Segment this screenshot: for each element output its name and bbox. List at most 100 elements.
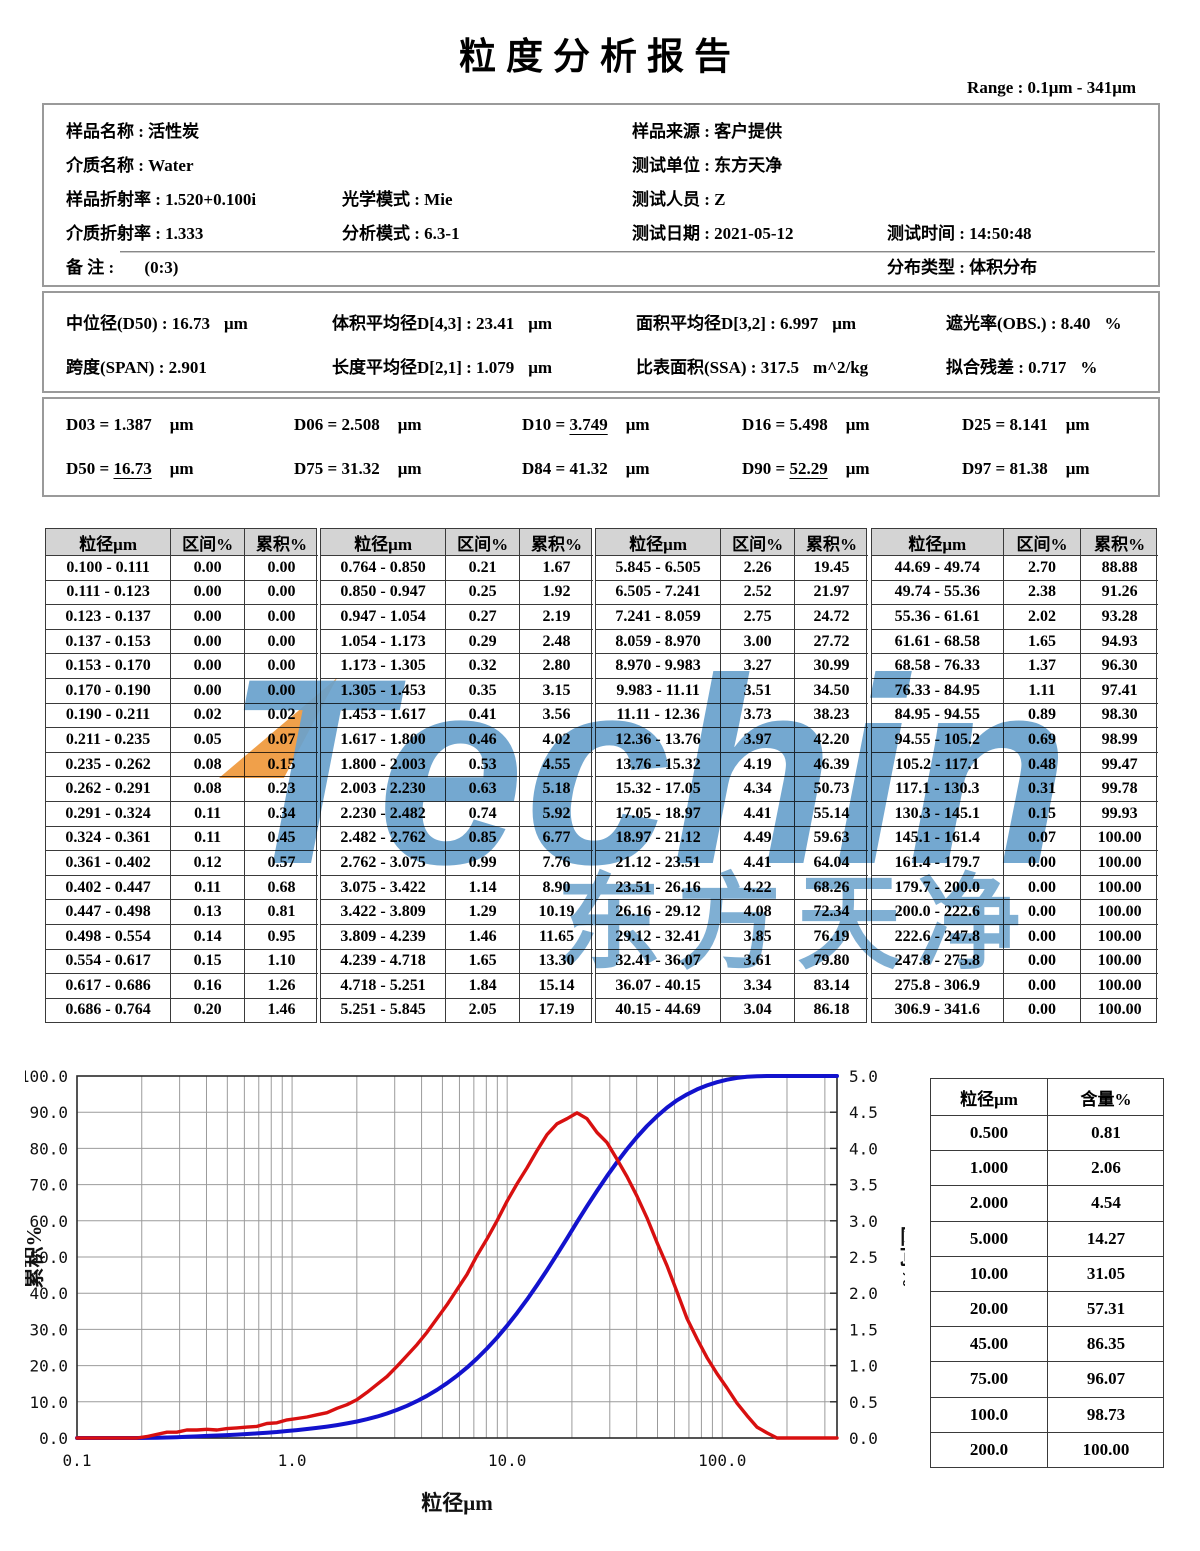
table-cell: 17.05 - 18.97 bbox=[596, 800, 721, 826]
table-row: 100.0 98.73 bbox=[931, 1396, 1164, 1432]
table-cell: 100.00 bbox=[1080, 973, 1158, 998]
table-cell: 0.69 bbox=[1002, 727, 1081, 752]
table-cell: 86.35 bbox=[1047, 1326, 1164, 1362]
table-cell: 0.31 bbox=[1002, 776, 1081, 801]
table-cell: 0.35 bbox=[445, 677, 520, 703]
table-header-row: 粒径μm 区间% 累积% bbox=[872, 529, 1156, 555]
table-cell: 17.19 bbox=[519, 997, 593, 1023]
table-cell: 0.45 bbox=[244, 825, 318, 851]
table-cell: 23.51 - 26.16 bbox=[596, 874, 721, 900]
table-cell: 0.12 bbox=[170, 850, 245, 875]
table-cell: 27.72 bbox=[794, 628, 868, 654]
table-cell: 1.92 bbox=[519, 579, 593, 605]
table-cell: 1.054 - 1.173 bbox=[321, 628, 446, 654]
table-cell: 57.31 bbox=[1047, 1290, 1164, 1327]
table-cell: 79.80 bbox=[794, 948, 868, 974]
table-row: 11.11 - 12.36 3.73 38.23 bbox=[596, 702, 868, 728]
table-cell: 100.00 bbox=[1080, 997, 1158, 1023]
table-cell: 19.45 bbox=[794, 555, 868, 580]
table-cell: 0.500 bbox=[931, 1115, 1047, 1150]
table-cell: 3.56 bbox=[519, 702, 593, 728]
table-cell: 61.61 - 68.58 bbox=[872, 628, 1003, 654]
table-cell: 3.075 - 3.422 bbox=[321, 874, 446, 900]
table-cell: 76.33 - 84.95 bbox=[872, 677, 1003, 703]
table-row: 13.76 - 15.32 4.19 46.39 bbox=[596, 751, 868, 777]
table-row: 0.123 - 0.137 0.00 0.00 bbox=[46, 604, 318, 629]
table-cell: 0.00 bbox=[1002, 899, 1081, 924]
table-cell: 7.76 bbox=[519, 850, 593, 875]
table-cell: 2.482 - 2.762 bbox=[321, 825, 446, 851]
table-row: 75.00 96.07 bbox=[931, 1361, 1164, 1397]
table-cell: 2.19 bbox=[519, 604, 593, 629]
table-row: 29.12 - 32.41 3.85 76.19 bbox=[596, 923, 868, 949]
table-row: 0.111 - 0.123 0.00 0.00 bbox=[46, 579, 318, 605]
table-cell: 32.41 - 36.07 bbox=[596, 948, 721, 974]
table-cell: 34.50 bbox=[794, 677, 868, 703]
table-cell: 13.30 bbox=[519, 948, 593, 974]
table-cell: 3.04 bbox=[720, 997, 795, 1023]
field-remark: 备 注(0:3) bbox=[66, 253, 178, 278]
table-row: 0.235 - 0.262 0.08 0.15 bbox=[46, 751, 318, 777]
table-row: 0.291 - 0.324 0.11 0.34 bbox=[46, 800, 318, 826]
table-cell: 1.84 bbox=[445, 973, 520, 998]
svg-text:50.0: 50.0 bbox=[29, 1248, 68, 1267]
table-cell: 14.27 bbox=[1047, 1220, 1164, 1256]
table-cell: 100.00 bbox=[1080, 923, 1158, 949]
field-sample-source: 样品来源客户提供 bbox=[632, 117, 782, 142]
table-row: 84.95 - 94.55 0.89 98.30 bbox=[872, 702, 1158, 728]
table-cell: 0.324 - 0.361 bbox=[46, 825, 171, 851]
table-row: 1.054 - 1.173 0.29 2.48 bbox=[321, 628, 593, 654]
table-row: 1.617 - 1.800 0.46 4.02 bbox=[321, 727, 593, 752]
field-optical-mode: 光学模式Mie bbox=[342, 185, 453, 210]
table-cell: 38.23 bbox=[794, 702, 868, 728]
table-cell: 59.63 bbox=[794, 825, 868, 851]
table-cell: 42.20 bbox=[794, 727, 868, 752]
table-row: 0.100 - 0.111 0.00 0.00 bbox=[46, 555, 318, 580]
svg-text:3.5: 3.5 bbox=[849, 1176, 878, 1195]
table-cell: 10.00 bbox=[931, 1255, 1047, 1291]
info-separator bbox=[120, 251, 1155, 252]
table-cell: 0.00 bbox=[244, 555, 318, 580]
table-cell: 0.74 bbox=[445, 800, 520, 826]
column-header: 累积% bbox=[519, 529, 593, 555]
table-cell: 105.2 - 117.1 bbox=[872, 751, 1003, 777]
table-cell: 0.100 - 0.111 bbox=[46, 555, 171, 580]
table-row: 0.686 - 0.764 0.20 1.46 bbox=[46, 997, 318, 1023]
table-cell: 0.211 - 0.235 bbox=[46, 727, 171, 752]
table-row: 222.6 - 247.8 0.00 100.00 bbox=[872, 923, 1158, 949]
table-cell: 4.08 bbox=[720, 899, 795, 924]
table-row: 94.55 - 105.2 0.69 98.99 bbox=[872, 727, 1158, 752]
table-cell: 5.18 bbox=[519, 776, 593, 801]
table-row: 0.554 - 0.617 0.15 1.10 bbox=[46, 948, 318, 974]
table-cell: 2.26 bbox=[720, 555, 795, 580]
svg-text:30.0: 30.0 bbox=[29, 1320, 68, 1339]
table-cell: 0.27 bbox=[445, 604, 520, 629]
table-row: 105.2 - 117.1 0.48 99.47 bbox=[872, 751, 1158, 777]
table-cell: 7.241 - 8.059 bbox=[596, 604, 721, 629]
table-row: 179.7 - 200.0 0.00 100.00 bbox=[872, 874, 1158, 900]
table-cell: 0.00 bbox=[170, 555, 245, 580]
table-row: 0.361 - 0.402 0.12 0.57 bbox=[46, 850, 318, 875]
table-cell: 275.8 - 306.9 bbox=[872, 973, 1003, 998]
table-cell: 99.47 bbox=[1080, 751, 1158, 777]
table-cell: 0.235 - 0.262 bbox=[46, 751, 171, 777]
table-row: 275.8 - 306.9 0.00 100.00 bbox=[872, 973, 1158, 998]
table-cell: 0.89 bbox=[1002, 702, 1081, 728]
table-cell: 83.14 bbox=[794, 973, 868, 998]
distribution-table-3: 粒径μm 区间% 累积% 5.845 - 6.505 2.26 19.45 6.505 - … bbox=[595, 528, 868, 1024]
table-row: 8.970 - 9.983 3.27 30.99 bbox=[596, 653, 868, 678]
table-cell: 1.173 - 1.305 bbox=[321, 653, 446, 678]
table-cell: 306.9 - 341.6 bbox=[872, 997, 1003, 1023]
table-cell: 20.00 bbox=[931, 1290, 1047, 1326]
table-cell: 68.26 bbox=[794, 874, 868, 900]
table-cell: 0.00 bbox=[1002, 973, 1081, 998]
table-cell: 18.97 - 21.12 bbox=[596, 825, 721, 851]
table-cell: 10.19 bbox=[519, 899, 593, 924]
table-row: 7.241 - 8.059 2.75 24.72 bbox=[596, 604, 868, 629]
table-cell: 97.41 bbox=[1080, 677, 1158, 703]
table-cell: 0.947 - 1.054 bbox=[321, 604, 446, 629]
table-row: 2.003 - 2.230 0.63 5.18 bbox=[321, 776, 593, 801]
